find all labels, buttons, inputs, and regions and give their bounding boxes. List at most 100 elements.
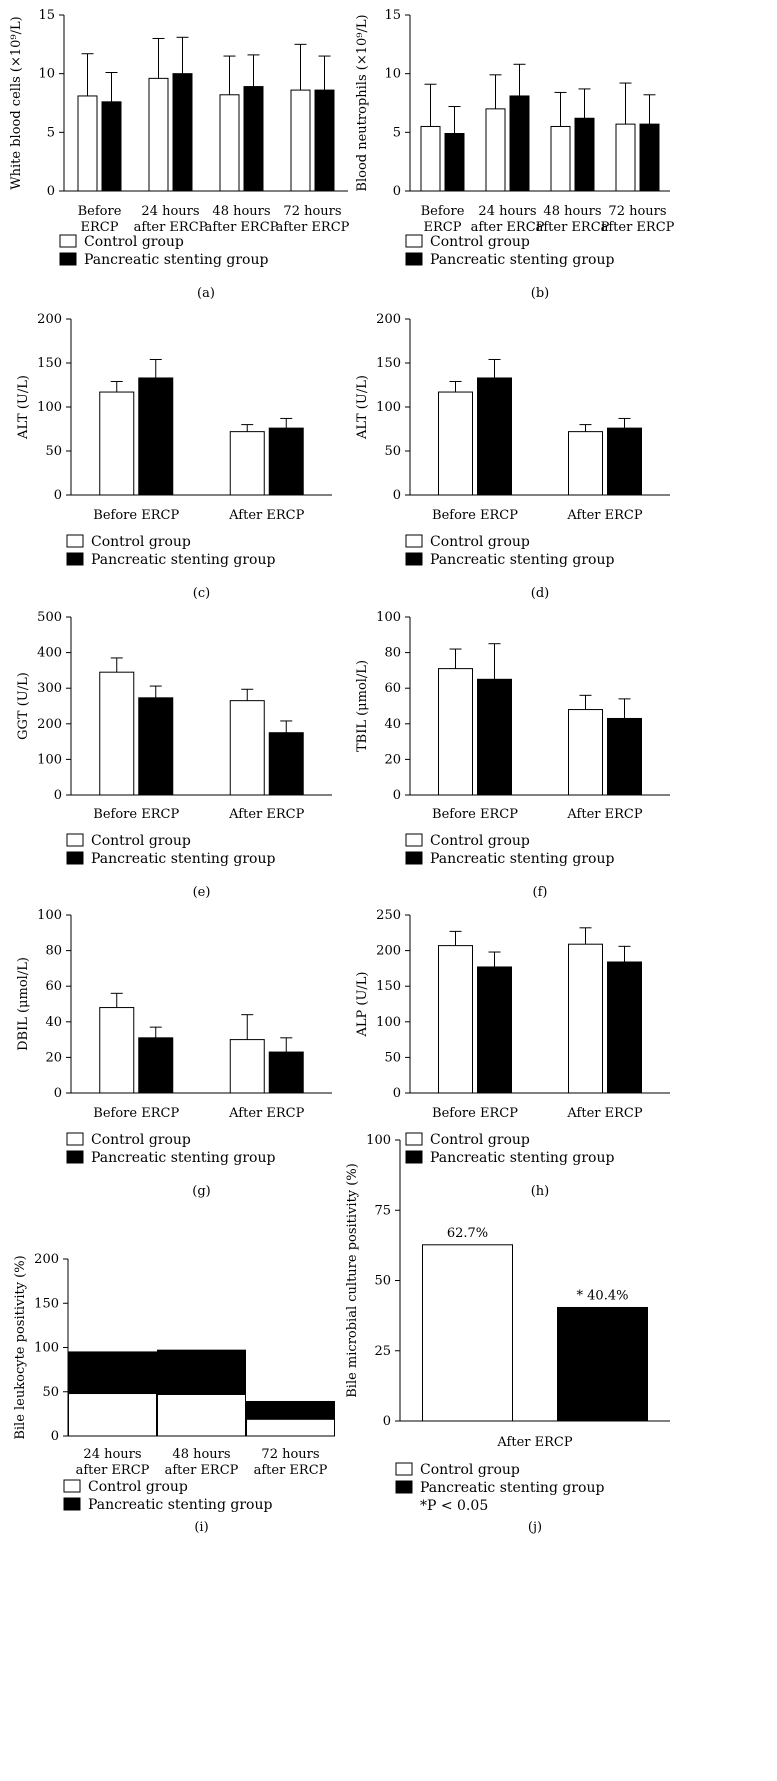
bar-control xyxy=(229,700,265,796)
panel-label: (d) xyxy=(531,586,549,601)
y-tick-label: 250 xyxy=(376,908,401,923)
x-tick-label: 72 hours after ERCP xyxy=(276,204,350,235)
x-tick-label: 72 hours after ERCP xyxy=(601,204,675,235)
y-tick-label: 75 xyxy=(374,1203,391,1218)
y-tick-label: 60 xyxy=(45,979,62,994)
legend-label-stenting: Pancreatic stenting group xyxy=(430,252,614,268)
bar-control xyxy=(438,668,473,796)
panel-label: (h) xyxy=(531,1184,550,1199)
chart-g: 0 20 40 60 80 100 DBIL (μmol/L) Before ERCP Afte… xyxy=(16,908,332,1199)
y-tick-label: 40 xyxy=(45,1015,62,1030)
bar-stenting xyxy=(607,961,642,1094)
y-tick-label: 50 xyxy=(374,1274,391,1289)
y-tick-label: 100 xyxy=(37,400,62,415)
p-value-note: *P < 0.05 xyxy=(420,1498,488,1514)
bar-control xyxy=(422,1244,513,1422)
x-tick-label-line: after ERCP xyxy=(601,220,675,235)
y-tick-label: 10 xyxy=(38,67,55,82)
bar-control xyxy=(229,1039,265,1094)
y-axis-title: ALP (U/L) xyxy=(355,971,370,1037)
legend-label-control: Control group xyxy=(430,234,530,250)
y-tick-label: 50 xyxy=(42,1385,59,1400)
y-tick-label: 100 xyxy=(34,1341,59,1356)
y-tick-label: 100 xyxy=(376,610,401,625)
bar-stenting xyxy=(172,73,193,192)
legend-swatch-control xyxy=(66,534,84,548)
bar-control xyxy=(568,709,603,796)
x-tick-label-line: Before ERCP xyxy=(432,807,518,822)
x-tick-label-line: after ERCP xyxy=(134,220,208,235)
y-tick-label: 50 xyxy=(45,444,62,459)
chart-i: 0 50 100 150 200 Bile leukocyte positivity (%… xyxy=(13,1252,335,1535)
y-tick-label: 100 xyxy=(376,400,401,415)
bar-stenting xyxy=(138,377,174,496)
y-tick-label: 500 xyxy=(37,610,62,625)
x-tick-label: 72 hours after ERCP xyxy=(254,1447,328,1478)
panel-label: (j) xyxy=(528,1520,542,1535)
bar-control xyxy=(290,89,311,192)
legend-label-stenting: Pancreatic stenting group xyxy=(430,851,614,867)
y-axis-title: Blood neutrophils (×10⁹/L) xyxy=(355,14,370,191)
x-tick-label-line: After ERCP xyxy=(228,1106,304,1121)
bar-stenting xyxy=(607,717,642,796)
bar-control xyxy=(99,671,135,796)
legend-label-control: Control group xyxy=(91,534,191,550)
bar-stenting xyxy=(574,117,595,192)
y-axis-title: White blood cells (×10⁹/L) xyxy=(9,16,24,189)
x-tick-label: Before ERCP xyxy=(93,807,179,822)
y-tick-label: 400 xyxy=(37,646,62,661)
legend-swatch-control xyxy=(405,1132,423,1146)
y-axis-title: TBIL (μmol/L) xyxy=(355,660,370,752)
x-tick-label: After ERCP xyxy=(566,807,642,822)
x-tick-label-line: after ERCP xyxy=(165,1463,239,1478)
bar-stenting xyxy=(607,427,642,496)
bar-control xyxy=(77,95,98,192)
legend-swatch-control xyxy=(405,833,423,847)
chart-c: 0 50 100 150 200 ALT (U/L) Before ERCP After ER… xyxy=(16,312,332,601)
bar-stenting xyxy=(477,678,512,796)
chart-a: 0 5 10 15 White blood cells (×10⁹/L) Before ER… xyxy=(9,8,350,301)
x-tick-label-line: After ERCP xyxy=(496,1435,572,1450)
x-tick-label: After ERCP xyxy=(228,1106,304,1121)
x-tick-label: Before ERCP xyxy=(93,508,179,523)
y-tick-label: 40 xyxy=(384,717,401,732)
chart-f: 0 20 40 60 80 100 TBIL (μmol/L) Before ERCP Afte… xyxy=(355,610,670,900)
legend-label-control: Control group xyxy=(430,1132,530,1148)
bar-control xyxy=(219,94,240,192)
bar-stenting xyxy=(157,1349,246,1395)
chart-j: 0 25 50 75 100 Bile microbial culture positiv… xyxy=(345,1133,670,1535)
legend-swatch-stenting xyxy=(66,851,84,865)
legend-label-control: Control group xyxy=(84,234,184,250)
panel-label: (f) xyxy=(533,885,548,900)
y-tick-label: 200 xyxy=(37,312,62,327)
x-tick-label-line: Before ERCP xyxy=(432,508,518,523)
y-tick-label: 150 xyxy=(37,356,62,371)
y-tick-label: 0 xyxy=(393,488,401,503)
x-tick-label-line: after ERCP xyxy=(471,220,545,235)
y-tick-label: 15 xyxy=(384,8,401,23)
legend-swatch-stenting xyxy=(66,552,84,566)
x-tick-label: 24 hours after ERCP xyxy=(76,1447,150,1478)
bar-stenting xyxy=(477,377,512,496)
panel-label: (e) xyxy=(193,885,211,900)
x-tick-label-line: Before ERCP xyxy=(93,1106,179,1121)
chart-b: 0 5 10 15 Blood neutrophils (×10⁹/L) Before ER… xyxy=(355,8,675,301)
x-tick-label: After ERCP xyxy=(566,1106,642,1121)
y-tick-label: 100 xyxy=(366,1133,391,1148)
y-tick-label: 200 xyxy=(34,1252,59,1267)
bar-control xyxy=(568,943,603,1094)
y-tick-label: 0 xyxy=(54,1086,62,1101)
y-tick-label: 100 xyxy=(376,1015,401,1030)
legend-swatch-control xyxy=(405,234,423,248)
x-tick-label: Before ERCP xyxy=(421,204,465,235)
x-tick-label-line: After ERCP xyxy=(566,1106,642,1121)
legend-label-stenting: Pancreatic stenting group xyxy=(420,1480,604,1496)
chart-d: 0 50 100 150 200 ALT (U/L) Before ERCP After ER… xyxy=(355,312,670,601)
bar-control xyxy=(157,1393,246,1437)
bar-control xyxy=(615,123,636,192)
y-tick-label: 10 xyxy=(384,67,401,82)
y-tick-label: 200 xyxy=(376,312,401,327)
x-tick-label-line: After ERCP xyxy=(566,807,642,822)
y-tick-label: 200 xyxy=(376,944,401,959)
y-tick-label: 150 xyxy=(376,979,401,994)
